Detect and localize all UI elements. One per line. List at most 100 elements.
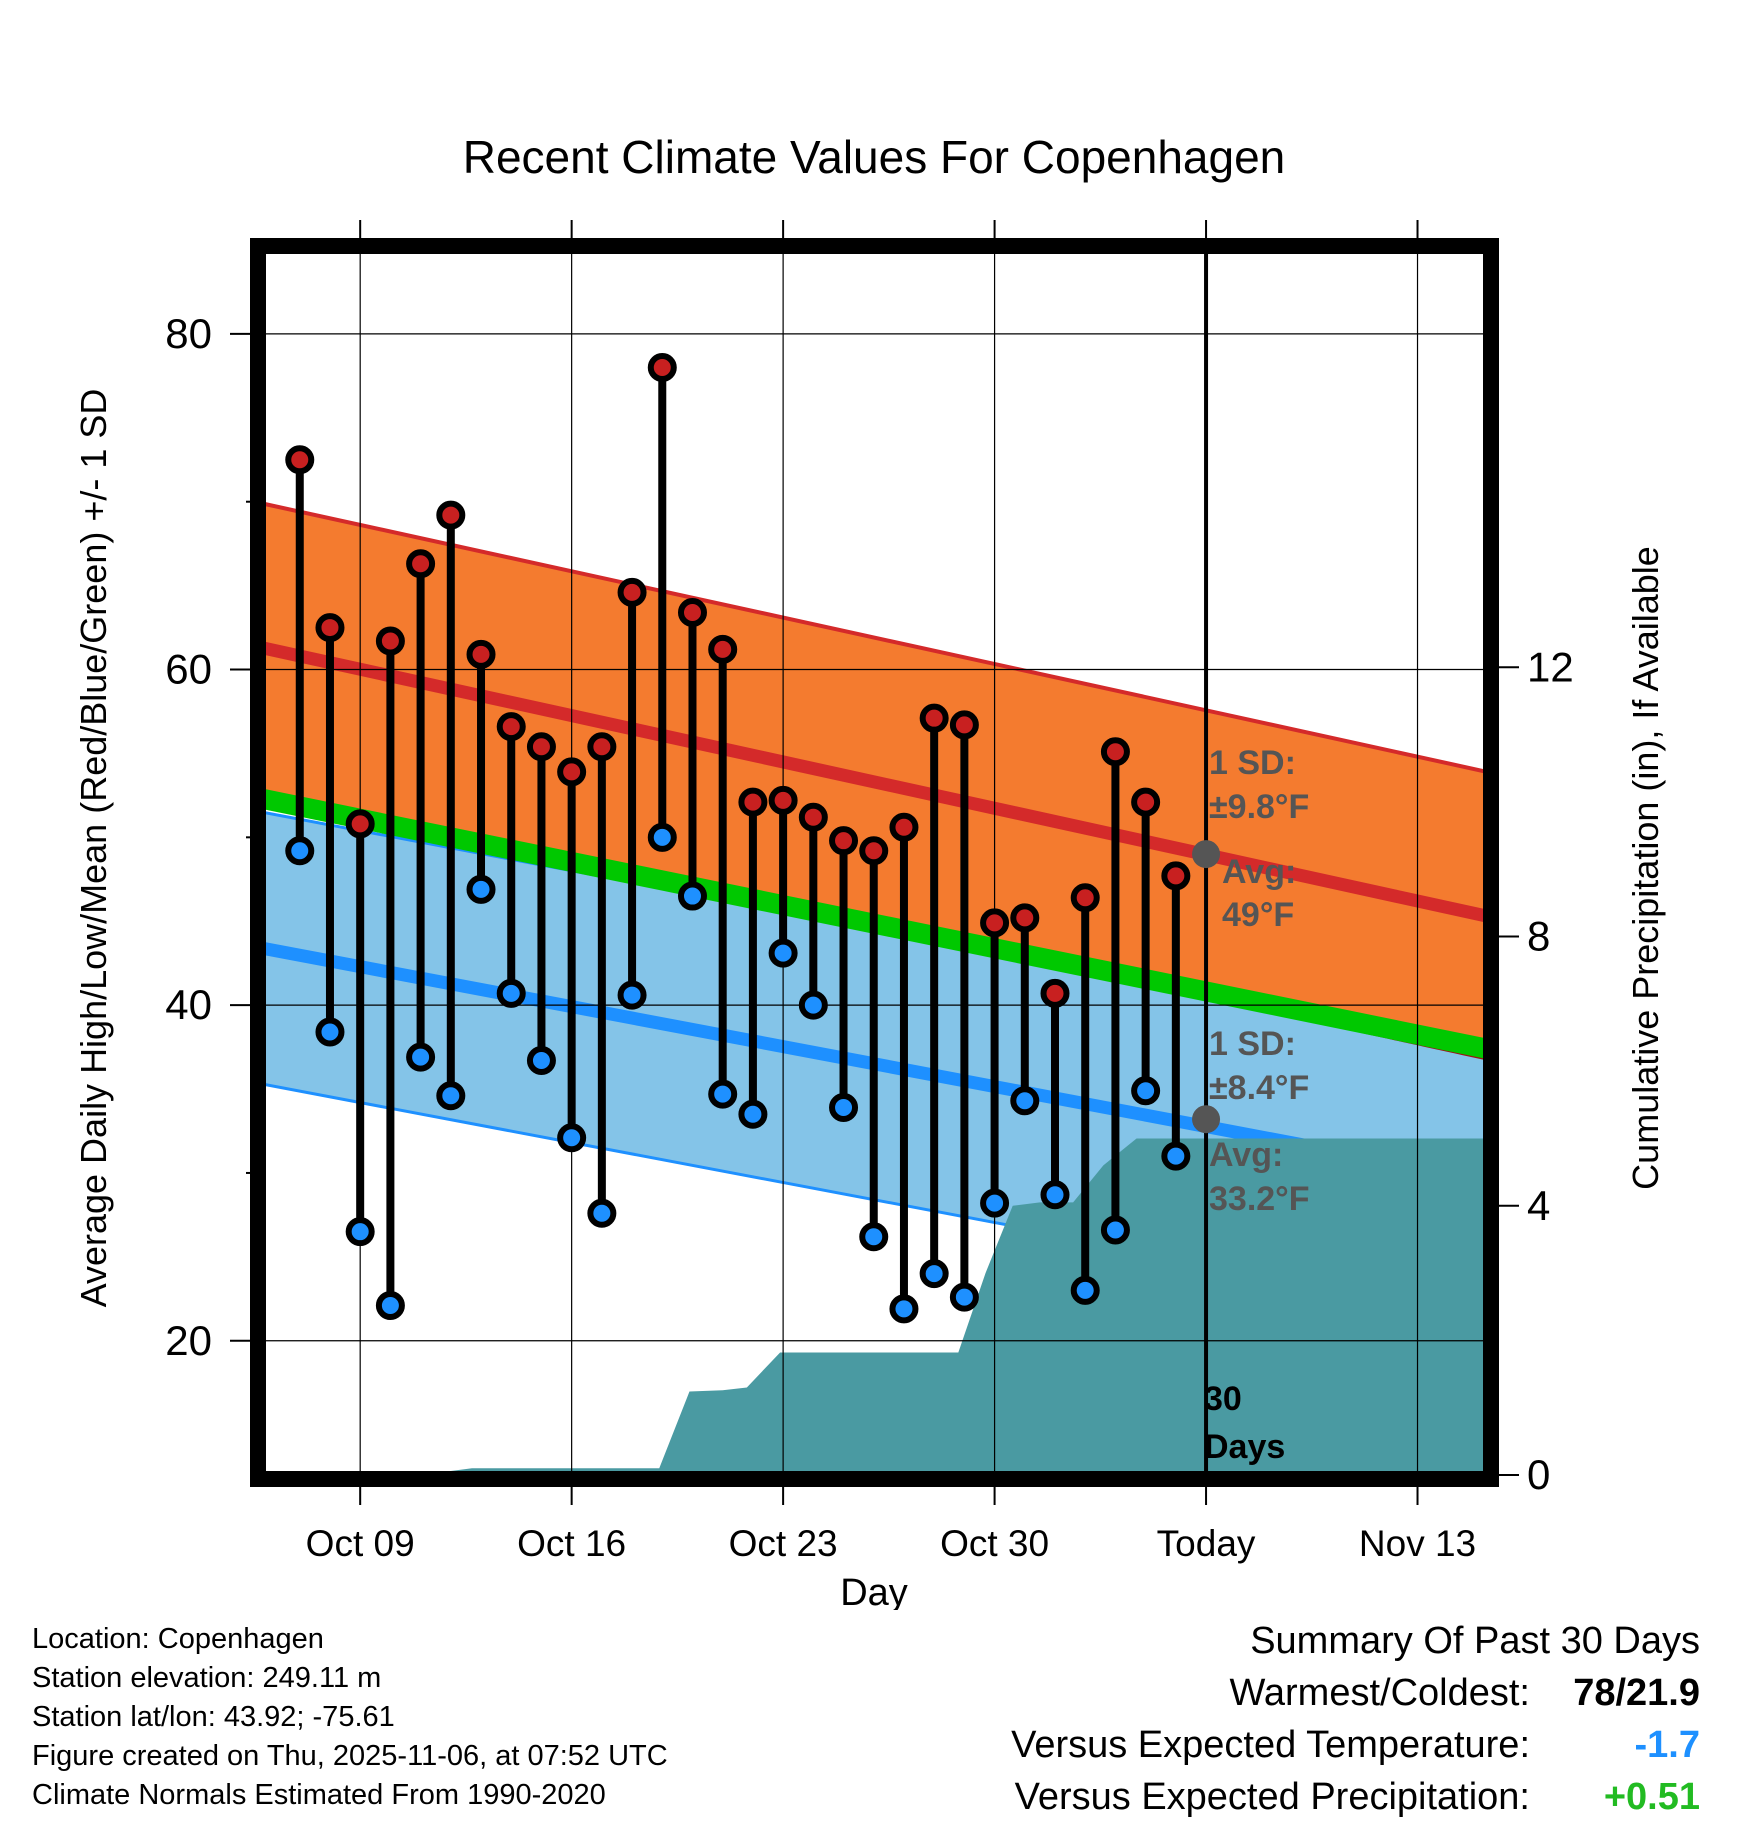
observed-low-point [738, 1099, 768, 1129]
observed-high-point [768, 785, 798, 815]
summary-warmest-row: Warmest/Coldest: 78/21.9 [800, 1672, 1700, 1724]
observed-low-point [798, 990, 828, 1020]
observed-low-point [617, 980, 647, 1010]
observed-high-point [738, 787, 768, 817]
x-tick-label: Oct 23 [729, 1523, 838, 1564]
observed-high-point [617, 577, 647, 607]
low-avg-value: 33.2°F [1209, 1180, 1310, 1218]
warmest-value: 78/21.9 [1573, 1672, 1700, 1714]
observed-high-point [647, 352, 677, 382]
summary-title: Summary Of Past 30 Days [1250, 1620, 1700, 1662]
x-tick-label: Oct 16 [517, 1523, 626, 1564]
high-avg-value: 49°F [1222, 896, 1294, 934]
x-axis-label: Day [840, 1572, 908, 1610]
observed-high-point [285, 445, 315, 475]
axes: 20 40 60 80 0 4 8 12 Oct 09 Oct 16 Oct 23 Oct 30 Tod… [165, 220, 1574, 1564]
elevation-text: Station elevation: 249.11 m [32, 1662, 382, 1694]
summary-precip-row: Versus Expected Precipitation: +0.51 [800, 1776, 1700, 1828]
observed-high-point [829, 826, 859, 856]
observed-low-point [1161, 1141, 1191, 1171]
annotations: 1 SD: ±9.8°F Avg: 49°F 1 SD: ±8.4°F Avg: 33.2°F… [1192, 744, 1310, 1466]
observed-low-point [496, 978, 526, 1008]
observed-high-point [1161, 861, 1191, 891]
observed-low-point [406, 1042, 436, 1072]
created-text: Figure created on Thu, 2025-11-06, at 07… [32, 1740, 668, 1772]
observed-high-point [677, 597, 707, 627]
observed-low-point [345, 1217, 375, 1247]
days-count-label: 30 [1204, 1380, 1242, 1418]
y2-tick-label: 4 [1527, 1182, 1550, 1229]
observed-high-point [798, 802, 828, 832]
observed-high-point [375, 626, 405, 656]
observed-low-point [526, 1046, 556, 1076]
days-word-label: Days [1204, 1428, 1285, 1466]
observed-high-point [1010, 903, 1040, 933]
observed-low-point [1040, 1180, 1070, 1210]
observed-high-point [1131, 787, 1161, 817]
climate-chart: Recent Climate Values For Copenhagen 1 S… [73, 131, 1666, 1610]
observed-low-point [677, 881, 707, 911]
y-tick-label: 20 [165, 1317, 212, 1364]
high-sd-label: 1 SD: [1209, 744, 1296, 782]
precip-label: Versus Expected Precipitation: [1014, 1776, 1530, 1818]
observed-low-point [436, 1081, 466, 1111]
y2-axis-label: Cumulative Precipitation (in), If Availa… [1625, 546, 1666, 1190]
latlon-text: Station lat/lon: 43.92; -75.61 [32, 1701, 395, 1733]
observed-low-point [889, 1294, 919, 1324]
observed-low-point [375, 1291, 405, 1321]
precip-value: +0.51 [1603, 1776, 1700, 1818]
location-text: Location: Copenhagen [32, 1623, 324, 1655]
observations [285, 352, 1191, 1324]
y-tick-label: 60 [165, 646, 212, 693]
y-tick-label: 80 [165, 310, 212, 357]
observed-low-point [1131, 1076, 1161, 1106]
plot-frame [250, 238, 1499, 1487]
observed-low-point [466, 874, 496, 904]
observed-high-point [1040, 978, 1070, 1008]
temp-label: Versus Expected Temperature: [1011, 1724, 1530, 1766]
summary-panel: Summary Of Past 30 Days Warmest/Coldest:… [800, 1620, 1700, 1828]
observed-high-point [587, 732, 617, 762]
observed-low-point [647, 822, 677, 852]
normal-high-line [262, 641, 1487, 923]
station-info: Location: Copenhagen Station elevation: … [32, 1620, 932, 1815]
summary-temp-row: Versus Expected Temperature: -1.7 [800, 1724, 1700, 1776]
low-sd-label: 1 SD: [1209, 1025, 1296, 1063]
x-tick-label: Nov 13 [1359, 1523, 1476, 1564]
low-sd-value: ±8.4°F [1209, 1069, 1309, 1107]
y2-tick-label: 12 [1527, 643, 1574, 690]
low-avg-label: Avg: [1209, 1136, 1283, 1174]
x-tick-label: Today [1157, 1523, 1256, 1564]
observed-high-point [1100, 737, 1130, 767]
observed-low-point [980, 1188, 1010, 1218]
observed-high-point [345, 809, 375, 839]
chart-title: Recent Climate Values For Copenhagen [463, 131, 1286, 183]
high-avg-label: Avg: [1222, 853, 1296, 891]
observed-low-point [859, 1222, 889, 1252]
observed-high-point [859, 836, 889, 866]
y-axis-label: Average Daily High/Low/Mean (Red/Blue/Gr… [73, 389, 114, 1308]
observed-high-point [889, 812, 919, 842]
observed-high-point [496, 712, 526, 742]
observed-high-point [315, 613, 345, 643]
high-sd-value: ±9.8°F [1209, 788, 1309, 826]
temp-value: -1.7 [1634, 1724, 1700, 1766]
observed-low-point [557, 1123, 587, 1153]
observed-high-point [1070, 883, 1100, 913]
observed-low-point [587, 1198, 617, 1228]
observed-low-point [919, 1259, 949, 1289]
observed-low-point [949, 1282, 979, 1312]
observed-low-point [829, 1093, 859, 1122]
observed-high-point [557, 757, 587, 787]
low-avg-marker [1192, 1105, 1221, 1134]
precip-area [262, 1138, 1487, 1475]
observed-low-point [1100, 1215, 1130, 1245]
observed-low-point [285, 836, 315, 866]
observed-high-point [406, 549, 436, 579]
y2-tick-label: 0 [1527, 1451, 1550, 1498]
observed-high-point [949, 710, 979, 740]
observed-high-point [526, 732, 556, 762]
summary-title-row: Summary Of Past 30 Days [800, 1620, 1700, 1672]
observed-low-point [315, 1017, 345, 1047]
observed-high-point [708, 634, 738, 664]
